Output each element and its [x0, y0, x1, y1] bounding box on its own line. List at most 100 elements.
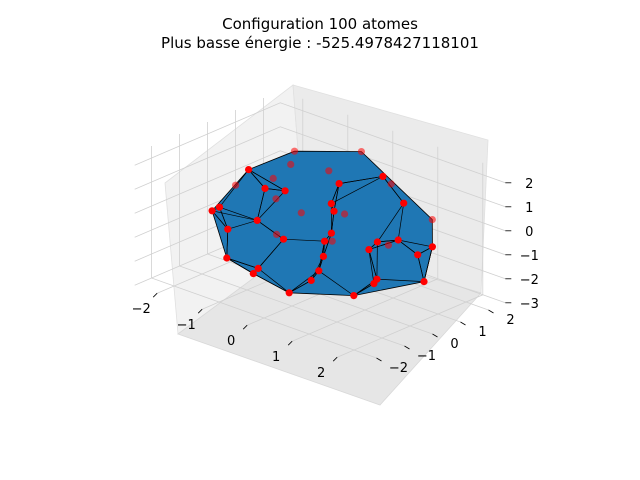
z-tick-label: −3 — [520, 297, 539, 312]
hull-edge — [331, 211, 335, 234]
hull-edge — [219, 206, 258, 221]
atom-point — [224, 225, 232, 233]
hull-edge — [376, 241, 378, 280]
atom-point — [208, 207, 216, 215]
hull-edge — [226, 229, 229, 259]
x-tick-label: −2 — [132, 302, 151, 317]
grid-line — [134, 126, 506, 208]
x-tick-mark — [242, 324, 248, 330]
hull-edge — [253, 273, 290, 294]
atom-point — [290, 147, 299, 155]
hull-edge — [227, 220, 258, 230]
hull-edge — [256, 188, 266, 221]
hull-edge — [397, 203, 405, 241]
atom-point — [261, 184, 269, 192]
x-tick-label: 1 — [272, 350, 280, 365]
grid-line — [337, 162, 484, 358]
hull-edge — [257, 238, 284, 269]
hull-edge — [368, 249, 375, 284]
atom-point — [281, 187, 289, 195]
atom-point — [365, 246, 373, 254]
atom-point — [373, 238, 381, 246]
x-tick-label: −1 — [177, 318, 196, 333]
z-tick-label: 2 — [525, 177, 533, 192]
z-tick-label: 1 — [525, 201, 533, 216]
atom-point — [370, 280, 378, 288]
atom-point — [335, 180, 343, 188]
grid-line — [207, 122, 433, 335]
hull-edge — [211, 210, 229, 230]
atom-point — [285, 289, 293, 297]
atom-point — [249, 270, 257, 278]
atom-point — [387, 180, 395, 188]
hull-edge — [331, 176, 384, 204]
atom-point — [232, 181, 240, 189]
hull-edge — [219, 207, 229, 230]
hull-edge — [318, 270, 355, 296]
hull-edge — [376, 278, 425, 282]
hull-edge — [283, 238, 325, 242]
grid-line — [179, 134, 405, 347]
hull-edge — [353, 283, 375, 296]
hull-edge — [288, 270, 320, 294]
atom-point — [215, 203, 224, 211]
atom-point — [253, 216, 261, 224]
atom-point — [273, 230, 281, 238]
y-tick-mark — [460, 321, 466, 326]
atom-point — [341, 210, 349, 218]
atom-point — [327, 200, 335, 208]
hull-edge — [423, 246, 433, 282]
atom-point — [328, 237, 336, 245]
atom-point — [330, 207, 338, 215]
atom-point — [350, 292, 358, 300]
hull-edge — [226, 257, 254, 274]
z-tick-label: −2 — [520, 273, 539, 288]
hull-edge — [248, 169, 286, 192]
hull-edge — [256, 190, 286, 221]
hull-edge — [226, 257, 259, 269]
atom-point — [428, 243, 436, 251]
y-tick-label: 1 — [478, 325, 486, 340]
hull-edge — [212, 210, 258, 221]
chart-subtitle: Plus basse énergie : -525.4978427118101 — [161, 34, 479, 52]
atom-point — [400, 199, 408, 207]
y-tick-mark — [404, 345, 410, 350]
atom-point — [325, 167, 333, 175]
atom-point — [357, 148, 365, 156]
atom-point — [384, 241, 392, 249]
x-tick-mark — [197, 308, 203, 314]
atom-point — [327, 229, 335, 237]
hull-edge — [397, 239, 418, 256]
y-tick-mark — [488, 309, 494, 314]
atom-point — [287, 160, 295, 168]
atom-point — [379, 172, 387, 180]
atom-point — [414, 251, 422, 259]
hull-edge — [248, 169, 266, 189]
y-tick-mark — [376, 357, 382, 362]
grid-line — [134, 150, 506, 232]
atom-point — [297, 209, 305, 217]
hull-edge — [398, 239, 433, 248]
atom-point — [269, 174, 277, 182]
y-tick-label: −2 — [389, 361, 408, 376]
atom-point — [315, 267, 323, 275]
grid-line — [292, 146, 439, 342]
atom-point — [223, 254, 231, 262]
atom-point — [321, 237, 329, 245]
x-tick-mark — [287, 340, 293, 346]
grid-line — [151, 146, 377, 359]
axes-ticks: −2 −1 0 1 2 −2 −1 0 1 2 −3 −2 −1 0 1 2 — [132, 177, 539, 381]
hull-edge — [417, 254, 425, 282]
atom-point — [272, 195, 280, 203]
x-tick-mark — [332, 356, 338, 362]
y-tick-label: 0 — [450, 337, 458, 352]
y-tick-label: −1 — [417, 349, 436, 364]
x-tick-label: 0 — [227, 334, 235, 349]
y-tick-mark — [432, 333, 438, 338]
x-tick-mark — [152, 292, 158, 298]
atom-point — [428, 216, 436, 224]
hull-edge — [377, 203, 404, 243]
z-tick-label: 0 — [525, 225, 533, 240]
atom-point — [307, 276, 315, 284]
